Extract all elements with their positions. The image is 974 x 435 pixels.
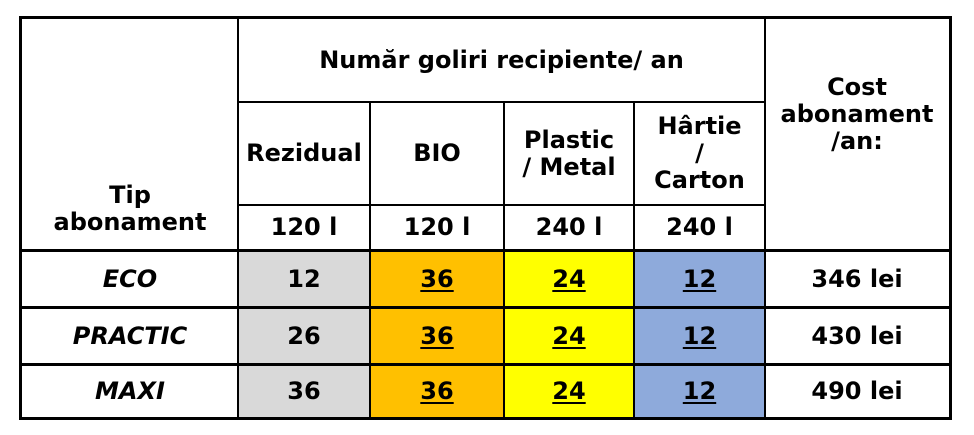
col-header-bio: BIO — [413, 139, 461, 167]
row-eco-rezidual: 12 — [238, 252, 370, 306]
grid-line — [633, 102, 635, 417]
row-maxi-hartie: 12 — [634, 366, 765, 417]
volume-rezidual: 120 l — [270, 212, 338, 241]
cost-header-line1: Cost — [827, 73, 887, 101]
grid-line — [764, 19, 766, 417]
row-maxi-plastic: 24 — [504, 366, 634, 417]
row-practic-rezidual: 26 — [238, 309, 370, 363]
row-maxi-bio: 36 — [370, 366, 504, 417]
tip-header-line1: Tip — [109, 181, 151, 209]
grid-line — [22, 249, 949, 252]
volume-plastic-metal: 240 l — [535, 212, 603, 241]
row-eco-plastic: 24 — [504, 252, 634, 306]
cost-header: Cost abonament /an: — [765, 74, 949, 184]
row-eco-bio: 36 — [370, 252, 504, 306]
row-eco-hartie: 12 — [634, 252, 765, 306]
row-eco-cost: 346 lei — [811, 264, 903, 293]
cost-header-line3: /an: — [831, 127, 883, 155]
cost-header-line2: abonament — [780, 100, 934, 128]
grid-line — [238, 101, 765, 103]
row-practic-plastic: 24 — [504, 309, 634, 363]
row-name-maxi: MAXI — [95, 377, 165, 405]
row-name-practic: PRACTIC — [72, 321, 188, 350]
col-header-plastic-metal: Plastic / Metal — [522, 125, 616, 181]
subscription-table: Tip abonament Număr goliri recipiente/ a… — [19, 16, 952, 420]
grid-line — [22, 306, 949, 309]
grid-line — [503, 102, 505, 417]
col-header-hartie-carton: Hârtie / Carton — [654, 112, 745, 194]
volume-hartie-carton: 240 l — [666, 212, 733, 241]
row-maxi-rezidual: 36 — [238, 366, 370, 417]
goliri-group-header: Număr goliri recipiente/ an — [319, 46, 684, 74]
volume-bio: 120 l — [403, 212, 471, 241]
grid-line — [369, 102, 371, 417]
row-practic-cost: 430 lei — [811, 321, 903, 350]
tip-abonament-header: Tip abonament — [22, 169, 238, 249]
row-maxi-cost: 490 lei — [811, 377, 903, 405]
tip-header-line2: abonament — [53, 208, 207, 236]
col-header-rezidual: Rezidual — [246, 139, 362, 167]
grid-line — [238, 204, 765, 206]
row-name-eco: ECO — [102, 264, 158, 293]
grid-line — [237, 19, 239, 417]
row-practic-bio: 36 — [370, 309, 504, 363]
grid-line — [22, 363, 949, 366]
row-practic-hartie: 12 — [634, 309, 765, 363]
